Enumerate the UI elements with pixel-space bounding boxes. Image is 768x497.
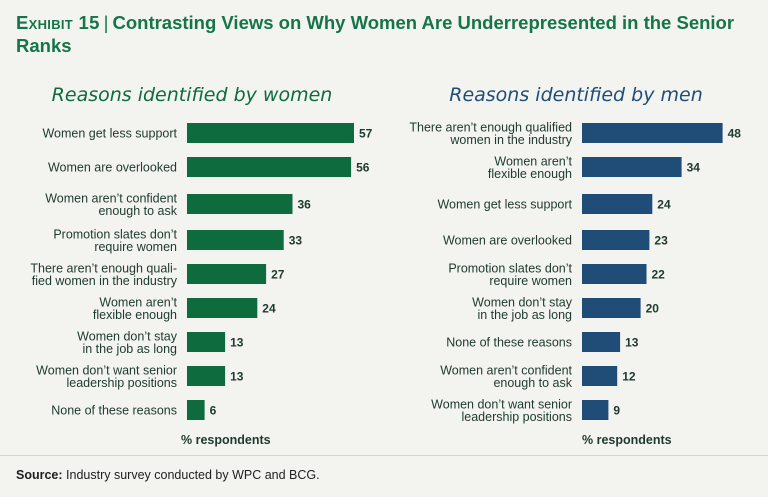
- value-label-men-2: 34: [687, 161, 701, 175]
- category-label-women-8: Women don’t want senior leadership positi…: [36, 363, 177, 390]
- comparison-bar-charts: Reasons identified by women 57 Women get l…: [30, 84, 741, 447]
- value-label-women-2: 56: [356, 161, 370, 175]
- bar-men-5: [582, 264, 647, 284]
- bar-women-5: [187, 264, 267, 284]
- category-label-men-5: Promotion slates don’t require women: [448, 261, 572, 288]
- bar-men-1: [582, 123, 723, 143]
- bar-women-8: [187, 366, 226, 386]
- bar-men-8: [582, 366, 618, 386]
- value-label-men-6: 20: [646, 302, 660, 316]
- source-label: Source:: [16, 468, 63, 482]
- source-text: Industry survey conducted by WPC and BCG…: [66, 468, 320, 482]
- category-label-women-4: Promotion slates don’t require women: [53, 227, 177, 254]
- bar-men-6: [582, 298, 641, 318]
- value-label-women-1: 57: [359, 127, 373, 141]
- exhibit-title-text: Contrasting Views on Why Women Are Under…: [16, 12, 735, 56]
- axis-label-women: % respondents: [181, 433, 271, 447]
- bar-men-7: [582, 332, 621, 352]
- category-label-women-7: Women don’t stay in the job as long: [77, 329, 178, 356]
- category-label-men-1: There aren’t enough qualified women in th…: [409, 120, 572, 147]
- category-label-women-5: There aren’t enough quali-fied women in …: [30, 261, 177, 288]
- bar-men-9: [582, 400, 609, 420]
- exhibit-label: Exhibit 15: [16, 12, 100, 33]
- value-label-women-7: 13: [230, 336, 244, 350]
- value-label-men-8: 12: [622, 370, 636, 384]
- panel-title-women: Reasons identified by women: [52, 84, 333, 106]
- value-label-women-9: 6: [210, 404, 217, 418]
- value-label-women-6: 24: [262, 302, 276, 316]
- category-label-men-8: Women aren’t confident enough to ask: [440, 363, 573, 390]
- category-label-women-6: Women aren’t flexible enough: [93, 295, 178, 322]
- value-label-men-1: 48: [728, 127, 742, 141]
- category-label-women-3: Women aren’t confident enough to ask: [45, 191, 178, 218]
- category-label-men-2: Women aren’t flexible enough: [488, 154, 573, 181]
- bar-women-9: [187, 400, 205, 420]
- category-label-men-7: None of these reasons: [446, 336, 572, 350]
- value-label-women-3: 36: [298, 198, 312, 212]
- category-label-men-6: Women don’t stay in the job as long: [472, 295, 573, 322]
- bar-women-6: [187, 298, 258, 318]
- bar-women-7: [187, 332, 226, 352]
- bar-men-2: [582, 157, 682, 177]
- exhibit-separator: |: [103, 12, 109, 33]
- value-label-men-5: 22: [652, 268, 666, 282]
- source-footnote: Source: Industry survey conducted by WPC…: [16, 468, 320, 482]
- category-label-women-2: Women are overlooked: [48, 161, 177, 175]
- bar-women-2: [187, 157, 352, 177]
- value-label-women-4: 33: [289, 234, 303, 248]
- category-label-men-4: Women are overlooked: [443, 234, 572, 248]
- value-label-men-9: 9: [613, 404, 620, 418]
- chart-panel-men: Reasons identified by men 48 There aren’t …: [409, 84, 741, 447]
- category-label-women-1: Women get less support: [42, 127, 177, 141]
- bar-men-3: [582, 194, 653, 214]
- value-label-women-5: 27: [271, 268, 285, 282]
- category-label-men-9: Women don’t want senior leadership positi…: [431, 397, 572, 424]
- bar-women-3: [187, 194, 293, 214]
- value-label-men-7: 13: [625, 336, 639, 350]
- value-label-men-4: 23: [654, 234, 668, 248]
- category-label-women-9: None of these reasons: [51, 404, 177, 418]
- panel-title-men: Reasons identified by men: [449, 84, 703, 106]
- value-label-women-8: 13: [230, 370, 244, 384]
- footer-divider: [0, 455, 768, 456]
- value-label-men-3: 24: [657, 198, 671, 212]
- bar-men-4: [582, 230, 650, 250]
- chart-panel-women: Reasons identified by women 57 Women get l…: [30, 84, 372, 447]
- category-label-men-3: Women get less support: [437, 198, 572, 212]
- bar-women-1: [187, 123, 354, 143]
- exhibit-title: Exhibit 15 | Contrasting Views on Why Wome…: [16, 11, 756, 57]
- bar-women-4: [187, 230, 284, 250]
- axis-label-men: % respondents: [582, 433, 672, 447]
